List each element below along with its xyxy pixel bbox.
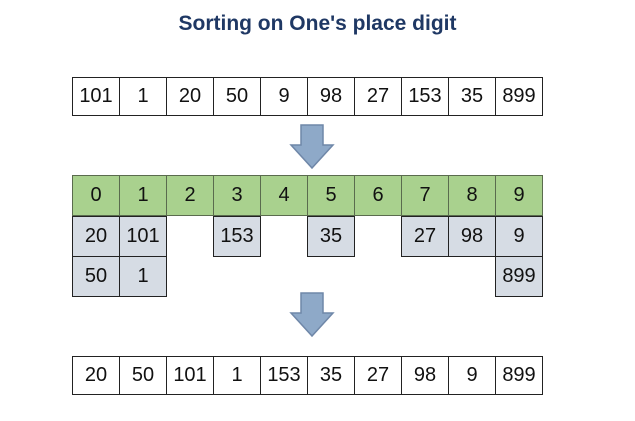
digit-cell: 1 xyxy=(119,175,167,216)
bucket-cell: 899 xyxy=(495,256,543,297)
input-cell: 98 xyxy=(307,77,355,116)
digit-cell: 7 xyxy=(401,175,449,216)
bucket-cell: 27 xyxy=(401,216,449,257)
output-cell: 27 xyxy=(354,356,402,395)
bucket-cell: 1 xyxy=(119,256,167,297)
input-cell: 101 xyxy=(72,77,120,116)
bucket-cell: 35 xyxy=(307,216,355,257)
input-cell: 27 xyxy=(354,77,402,116)
arrow-down-icon xyxy=(289,292,335,338)
input-cell: 20 xyxy=(166,77,214,116)
output-cell: 153 xyxy=(260,356,308,395)
digit-cell: 4 xyxy=(260,175,308,216)
input-cell: 153 xyxy=(401,77,449,116)
diagram-title: Sorting on One's place digit xyxy=(178,12,457,35)
output-cell: 50 xyxy=(119,356,167,395)
output-cell: 899 xyxy=(495,356,543,395)
input-array: 101 1 20 50 9 98 27 153 35 899 xyxy=(72,77,543,116)
bucket-cell: 98 xyxy=(448,216,496,257)
bucket-cell: 9 xyxy=(495,216,543,257)
arrow-down-icon xyxy=(289,124,335,170)
input-cell: 35 xyxy=(448,77,496,116)
bucket-contents: 20 50 101 1 153 35 27 98 9 899 xyxy=(72,216,552,297)
input-cell: 9 xyxy=(260,77,308,116)
bucket-cell: 153 xyxy=(213,216,261,257)
bucket-cell: 20 xyxy=(72,216,120,257)
input-cell: 50 xyxy=(213,77,261,116)
digit-cell: 6 xyxy=(354,175,402,216)
digit-cell: 2 xyxy=(166,175,214,216)
digit-cell: 0 xyxy=(72,175,120,216)
digit-cell: 5 xyxy=(307,175,355,216)
input-cell: 899 xyxy=(495,77,543,116)
output-cell: 20 xyxy=(72,356,120,395)
bucket-cell: 50 xyxy=(72,256,120,297)
output-cell: 101 xyxy=(166,356,214,395)
output-cell: 1 xyxy=(213,356,261,395)
digit-cell: 9 xyxy=(495,175,543,216)
output-cell: 9 xyxy=(448,356,496,395)
output-cell: 35 xyxy=(307,356,355,395)
bucket-cell: 101 xyxy=(119,216,167,257)
output-array: 20 50 101 1 153 35 27 98 9 899 xyxy=(72,356,543,395)
digit-cell: 3 xyxy=(213,175,261,216)
output-cell: 98 xyxy=(401,356,449,395)
digit-cell: 8 xyxy=(448,175,496,216)
input-cell: 1 xyxy=(119,77,167,116)
